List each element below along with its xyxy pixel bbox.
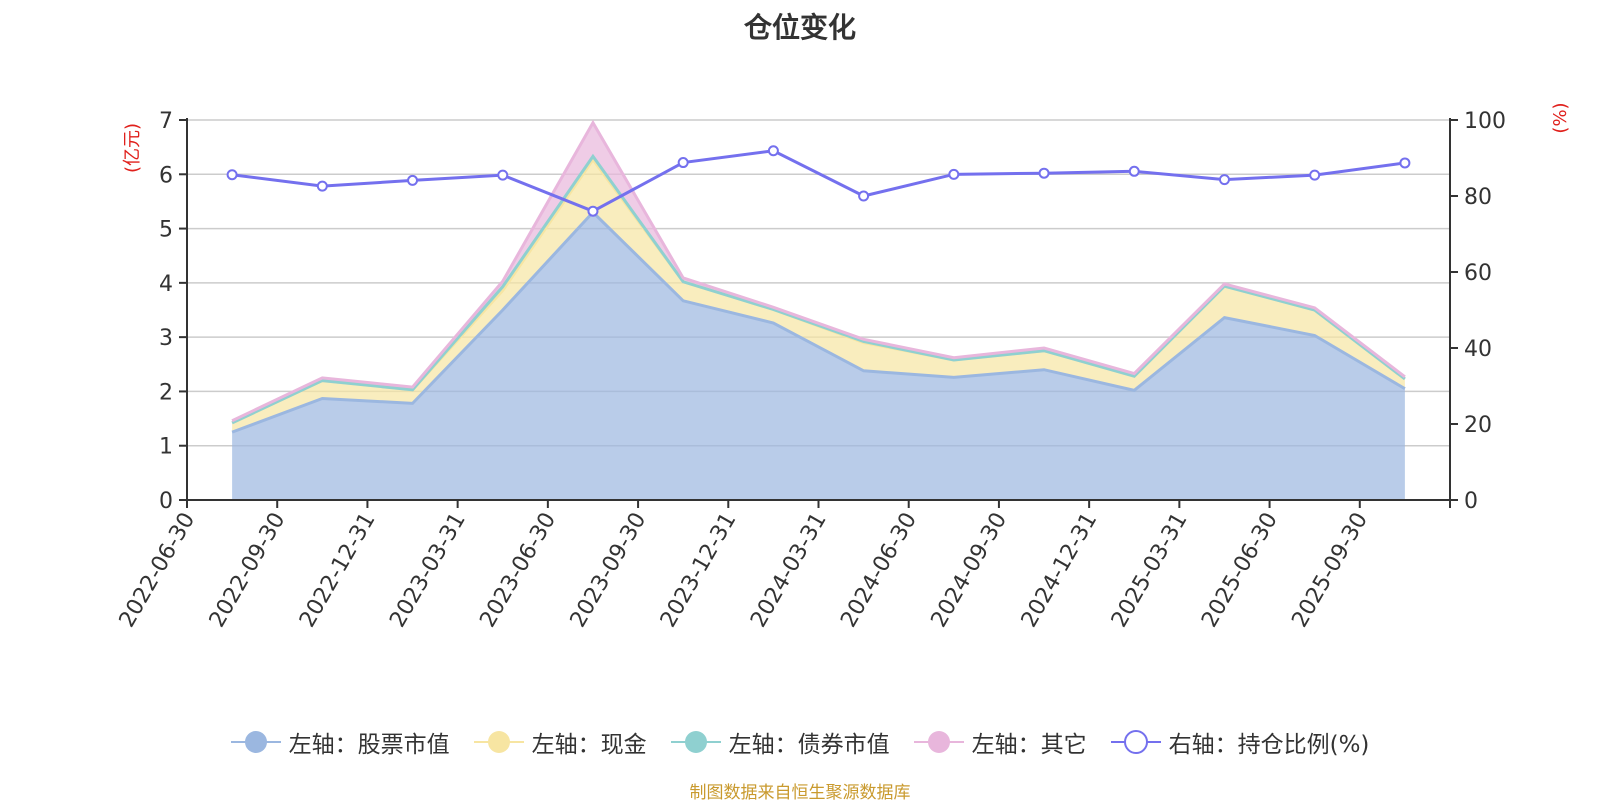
left-tick-label: 6 [159, 163, 173, 188]
ratio-point [226, 169, 238, 181]
right-axis-unit-label: (%) [1550, 102, 1571, 133]
legend-marker-other [913, 731, 964, 753]
x-tick-label: 2023-09-30 [566, 509, 652, 632]
legend-label-position-ratio: 右轴：持仓比例(%) [1168, 732, 1370, 758]
area-series-0 [232, 212, 1405, 501]
right-tick-label: 20 [1464, 413, 1492, 438]
right-tick-label: 0 [1464, 489, 1478, 514]
area-edge-0 [231, 210, 1406, 434]
x-tick-label: 2024-09-30 [927, 509, 1013, 632]
left-tick-label: 1 [159, 435, 173, 460]
chart-legend: 左轴：股票市值 左轴：现金 左轴：债券市值 左轴：其它 右轴：持仓比例(%) [0, 722, 1600, 762]
right-tick-label: 60 [1464, 261, 1492, 286]
right-tick-label: 40 [1464, 337, 1492, 362]
axes [179, 118, 1458, 508]
x-tick-label: 2024-03-31 [746, 509, 832, 632]
x-tick-label: 2024-06-30 [836, 509, 922, 632]
legend-item-bond-value[interactable]: 左轴：债券市值 [670, 725, 890, 759]
position-change-chart: 0 1 2 3 4 5 6 7 0 20 40 60 80 100 2022-06-30 2022-09-… [115, 102, 1571, 631]
chart-title: 仓位变化 [743, 11, 856, 44]
ratio-point [858, 190, 870, 202]
legend-marker-stock-value [230, 731, 281, 753]
x-tick-label: 2022-12-31 [295, 509, 381, 632]
left-tick-label: 2 [159, 380, 173, 405]
x-tick-label: 2022-09-30 [205, 509, 291, 632]
x-tick-label: 2024-12-31 [1017, 509, 1103, 632]
ratio-point [497, 169, 509, 181]
x-tick-label: 2025-03-31 [1107, 509, 1193, 632]
ratio-point [767, 145, 779, 157]
legend-label-other: 左轴：其它 [971, 732, 1087, 758]
x-tick-label: 2023-12-31 [656, 509, 742, 632]
legend-item-stock-value[interactable]: 左轴：股票市值 [230, 725, 450, 759]
ratio-point [1128, 165, 1140, 177]
left-tick-label: 7 [159, 109, 173, 134]
x-axis-tick-labels: 2022-06-30 2022-09-30 2022-12-31 2023-03-31… [115, 508, 1373, 631]
stacked-areas [232, 122, 1405, 501]
ratio-line-series [226, 145, 1411, 217]
legend-label-stock-value: 左轴：股票市值 [288, 732, 450, 758]
left-tick-label: 5 [159, 218, 173, 243]
ratio-point [1399, 157, 1411, 169]
area-edge-3 [231, 119, 1406, 423]
ratio-point [587, 205, 599, 217]
left-axis-tick-labels: 0 1 2 3 4 5 6 7 [159, 109, 173, 514]
x-tick-label: 2023-06-30 [475, 509, 561, 632]
legend-marker-position-ratio [1110, 730, 1161, 754]
area-edge-2 [231, 153, 1406, 425]
left-tick-label: 0 [159, 489, 173, 514]
right-tick-label: 100 [1464, 109, 1506, 134]
ratio-point [677, 157, 689, 169]
left-axis-unit-label: (亿元) [122, 123, 143, 173]
ratio-point [316, 180, 328, 192]
left-tick-label: 3 [159, 326, 173, 351]
legend-label-cash: 左轴：现金 [531, 732, 647, 758]
x-tick-label: 2025-06-30 [1197, 509, 1283, 632]
legend-marker-cash [473, 731, 524, 753]
ratio-point [1309, 169, 1321, 181]
ratio-point [948, 168, 960, 180]
x-tick-label: 2023-03-31 [385, 508, 471, 631]
x-tick-label: 2022-06-30 [115, 509, 201, 632]
ratio-point [1038, 167, 1050, 179]
right-axis-tick-labels: 0 20 40 60 80 100 [1464, 109, 1506, 514]
data-source-note: 制图数据来自恒生聚源数据库 [689, 783, 911, 803]
ratio-point [407, 174, 419, 186]
legend-label-bond-value: 左轴：债券市值 [728, 732, 890, 758]
legend-item-cash[interactable]: 左轴：现金 [473, 725, 647, 759]
ratio-point [1218, 174, 1230, 186]
x-tick-label: 2025-09-30 [1287, 509, 1373, 632]
area-edge-lines [231, 119, 1406, 434]
legend-item-other[interactable]: 左轴：其它 [913, 725, 1087, 759]
left-tick-label: 4 [159, 272, 173, 297]
right-tick-label: 80 [1464, 185, 1492, 210]
ratio-line [231, 149, 1406, 213]
legend-marker-bond-value [670, 731, 721, 753]
legend-item-position-ratio[interactable]: 右轴：持仓比例(%) [1110, 725, 1370, 759]
